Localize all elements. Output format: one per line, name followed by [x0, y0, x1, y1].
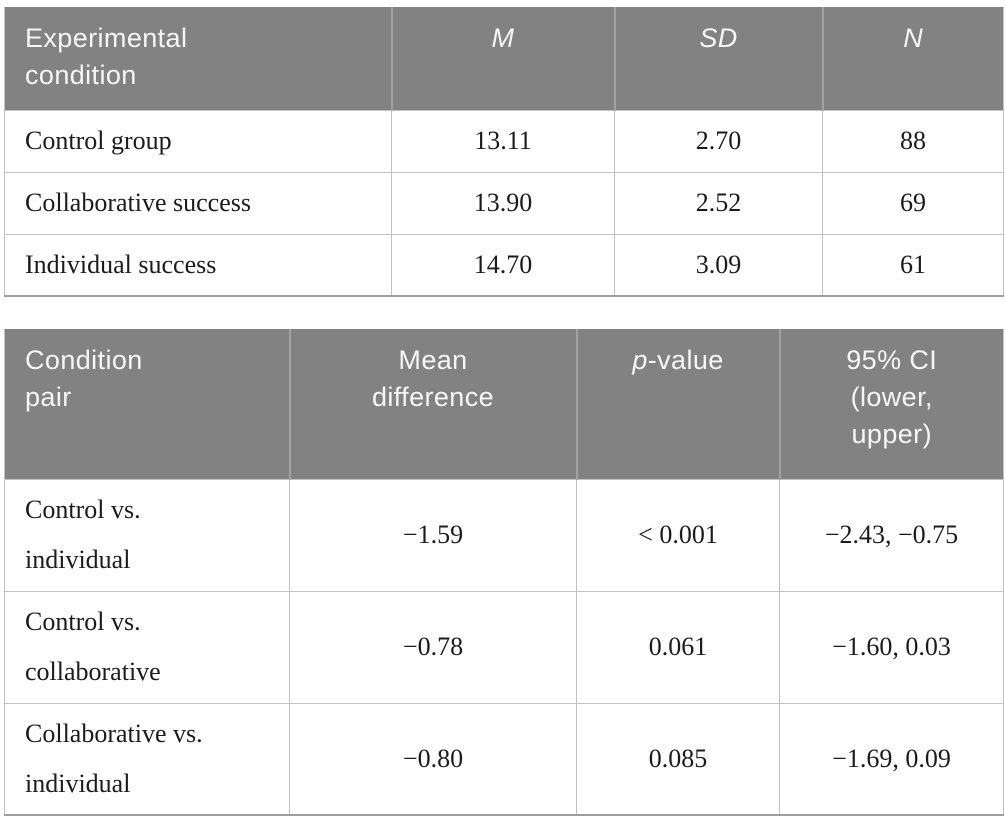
header-row: Experimental condition M SD N: [4, 7, 1004, 110]
header-condition-pair: Condition pair: [4, 329, 291, 479]
pair-line: individual: [25, 545, 131, 574]
descriptives-table-header: Experimental condition M SD N: [4, 7, 1004, 110]
mean-difference-cell: −1.59: [289, 478, 577, 592]
header-line: upper): [851, 419, 932, 449]
table-row: Individual success 14.70 3.09 61: [4, 233, 1004, 297]
p-value-suffix: -value: [647, 345, 724, 375]
mean-cell: 14.70: [391, 233, 615, 297]
pair-line: Control vs.: [25, 495, 141, 524]
header-line: Condition: [25, 345, 143, 375]
pair-cell: Control vs. individual: [4, 478, 290, 592]
header-line: difference: [371, 382, 495, 412]
header-confidence-interval: 95% CI (lower, upper): [779, 329, 1004, 479]
comparisons-table-header: Condition pair Mean difference p-value 9…: [4, 329, 1004, 479]
header-experimental-condition: Experimental condition: [4, 7, 393, 110]
n-cell: 61: [822, 233, 1004, 297]
pair-line: individual: [25, 768, 131, 798]
n-cell: 88: [822, 109, 1004, 173]
table-row: Control vs. collaborative −0.78 0.061 −1…: [4, 590, 1004, 704]
sd-cell: 2.52: [614, 171, 823, 235]
header-mean-difference: Mean difference: [289, 329, 578, 479]
header-line: condition: [25, 60, 137, 90]
comparisons-table-body: Control vs. individual −1.59 < 0.001 −2.…: [4, 478, 1004, 816]
condition-cell: Control group: [4, 109, 392, 173]
pair-cell: Control vs. collaborative: [4, 590, 290, 704]
descriptives-table-body: Control group 13.11 2.70 88 Collaborativ…: [4, 109, 1004, 297]
header-row: Condition pair Mean difference p-value 9…: [4, 329, 1004, 479]
table-row: Collaborative success 13.90 2.52 69: [4, 171, 1004, 235]
table-row: Collaborative vs. individual −0.80 0.085…: [4, 702, 1004, 816]
header-line: Mean: [398, 345, 468, 375]
pair-cell: Collaborative vs. individual: [4, 702, 290, 816]
mean-difference-cell: −0.80: [289, 702, 577, 816]
p-value-cell: 0.085: [576, 702, 780, 816]
confidence-interval-cell: −2.43, −0.75: [779, 478, 1004, 592]
pair-line: collaborative: [25, 657, 161, 686]
p-value-cell: < 0.001: [576, 478, 780, 592]
header-mean: M: [391, 7, 616, 110]
mean-cell: 13.11: [391, 109, 615, 173]
header-sd-label: SD: [699, 23, 738, 53]
table-row: Control vs. individual −1.59 < 0.001 −2.…: [4, 478, 1004, 592]
header-sd: SD: [614, 7, 824, 110]
header-n-label: N: [903, 23, 924, 53]
header-line: Experimental: [25, 23, 188, 53]
condition-cell: Individual success: [4, 233, 392, 297]
pair-line: Collaborative vs.: [25, 718, 203, 748]
p-value-cell: 0.061: [576, 590, 780, 704]
sd-cell: 2.70: [614, 109, 823, 173]
descriptives-table: Experimental condition M SD N Control gr…: [4, 7, 1004, 297]
sd-cell: 3.09: [614, 233, 823, 297]
comparisons-table: Condition pair Mean difference p-value 9…: [4, 329, 1004, 816]
condition-cell: Collaborative success: [4, 171, 392, 235]
header-line: pair: [25, 382, 72, 412]
header-line: (lower,: [850, 382, 933, 412]
header-p-value: p-value: [576, 329, 781, 479]
pair-line: Control vs.: [25, 607, 141, 636]
table-row: Control group 13.11 2.70 88: [4, 109, 1004, 173]
header-line: 95% CI: [846, 345, 938, 375]
mean-cell: 13.90: [391, 171, 615, 235]
mean-difference-cell: −0.78: [289, 590, 577, 704]
confidence-interval-cell: −1.60, 0.03: [779, 590, 1004, 704]
header-mean-label: M: [491, 23, 515, 53]
p-symbol: p: [632, 345, 648, 375]
n-cell: 69: [822, 171, 1004, 235]
header-n: N: [822, 7, 1004, 110]
confidence-interval-cell: −1.69, 0.09: [779, 702, 1004, 816]
